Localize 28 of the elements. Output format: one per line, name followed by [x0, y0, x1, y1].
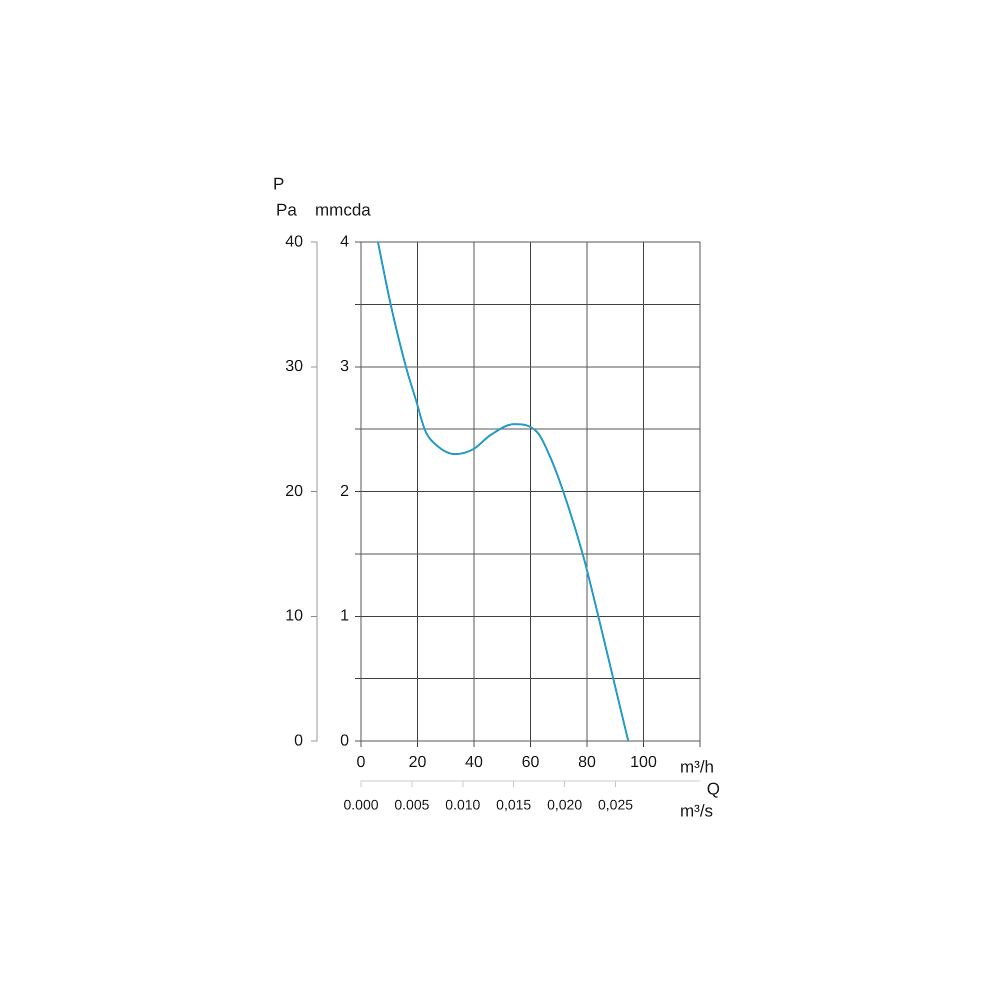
y2-tick-label: 10	[285, 608, 304, 625]
y-tick-label: 4	[340, 233, 350, 250]
text: P	[273, 174, 284, 194]
x-axis-title: m³/h	[680, 758, 714, 777]
text: Q	[706, 780, 720, 799]
x2-tick-label: 0.005	[394, 796, 430, 812]
x2-tick-label: 0,020	[547, 796, 582, 812]
y2-tick-label: 0	[294, 732, 304, 750]
x-tick-label: 60	[522, 754, 540, 772]
x2-tick-label: 0,025	[598, 796, 634, 812]
y2-tick-label: 30	[285, 358, 304, 376]
x-tick-label: 0	[356, 754, 366, 772]
x-tick-label: 80	[578, 754, 596, 772]
y-axis-title: mmcda	[315, 200, 372, 220]
x2-tick-label: 0.000	[343, 796, 379, 812]
x-tick-label: 40	[465, 754, 483, 772]
y-tick-label: 1	[340, 608, 350, 625]
y-tick-label: 2	[340, 482, 350, 500]
y2-tick-label: 20	[285, 482, 304, 500]
y2-axis-title: Pa	[276, 200, 298, 220]
x2-axis-title: m³/s	[680, 802, 714, 821]
x-tick-label: 100	[630, 754, 657, 772]
y-tick-label: 0	[340, 732, 350, 750]
x2-tick-label: 0,015	[496, 796, 532, 812]
x2-tick-label: 0.010	[445, 796, 481, 812]
x-tick-label: 20	[408, 754, 426, 772]
y-tick-label: 3	[340, 358, 350, 376]
y2-tick-label: 40	[285, 233, 304, 250]
